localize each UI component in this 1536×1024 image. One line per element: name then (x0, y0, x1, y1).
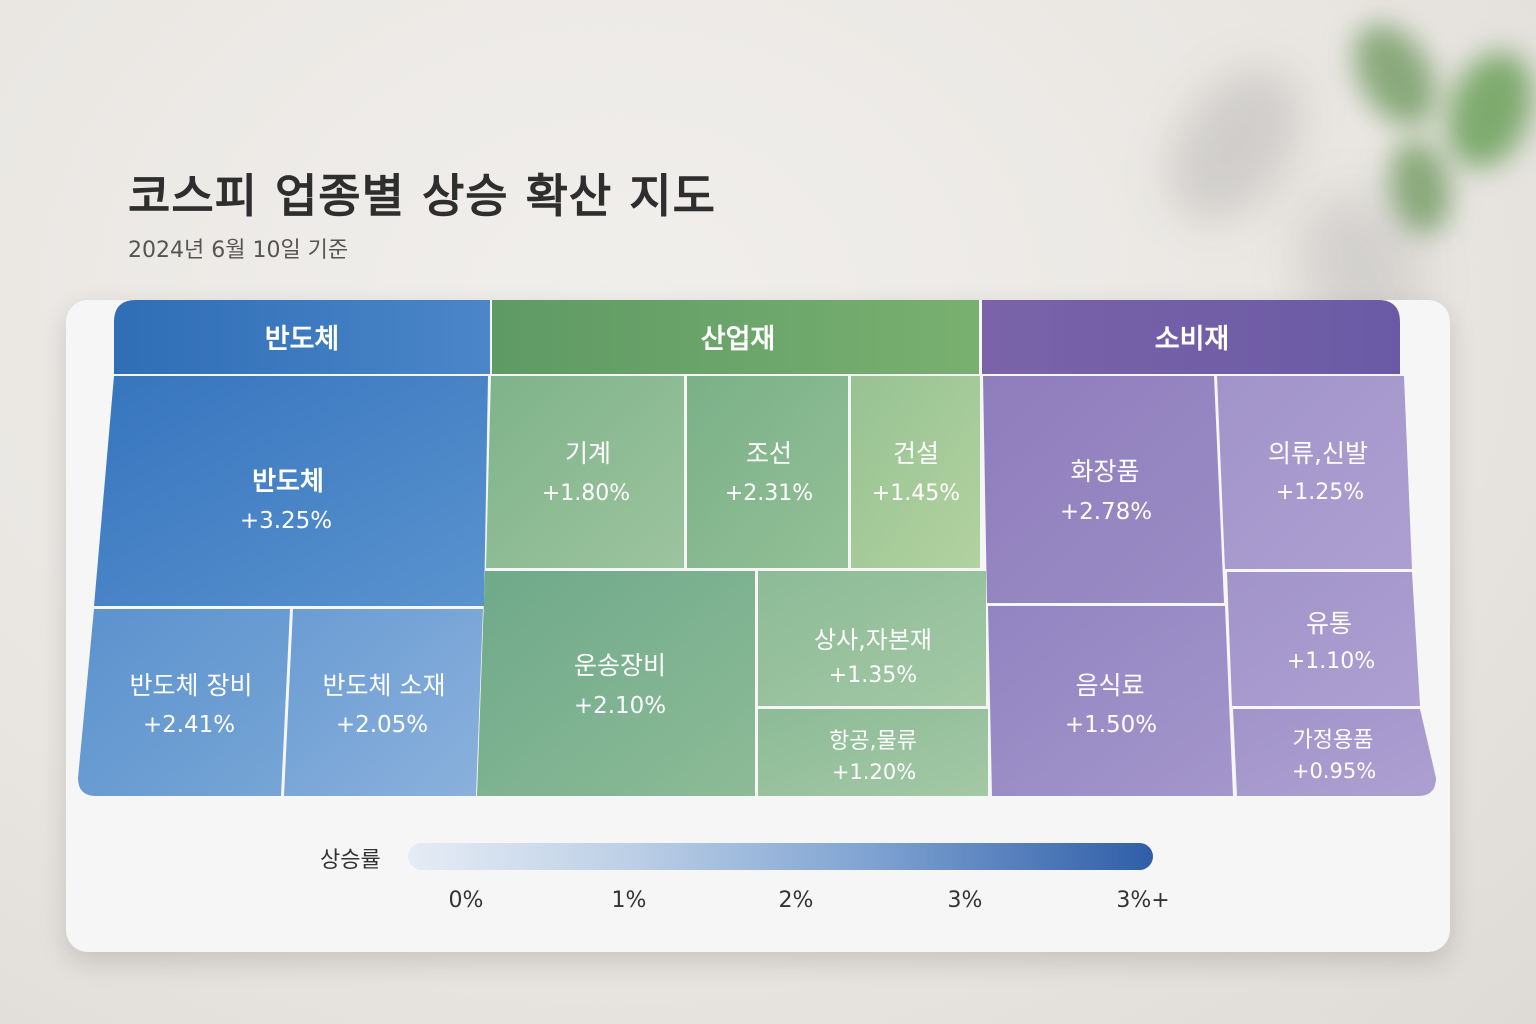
group-header-industrials: 산업재 (701, 324, 776, 355)
tile-value: +1.80% (542, 481, 630, 506)
tile-label: 항공,물류 (829, 729, 917, 754)
legend-color-scale (408, 843, 1153, 870)
tile-value: +1.45% (872, 481, 960, 506)
tile-food-beverage[interactable]: 음식료 +1.50% (988, 606, 1233, 796)
tile-cosmetics[interactable]: 화장품 +2.78% (983, 376, 1224, 603)
tile-value: +2.41% (143, 712, 235, 738)
tile-label: 반도체 소재 (323, 671, 446, 700)
tile-value: +2.05% (336, 712, 428, 738)
page-title: 코스피 업종별 상승 확산 지도 (128, 169, 716, 223)
tile-value: +1.10% (1287, 649, 1375, 674)
tile-shipbuilding[interactable]: 조선 +2.31% (687, 376, 848, 568)
legend-tick: 2% (778, 888, 814, 913)
tile-construction[interactable]: 건설 +1.45% (851, 376, 980, 568)
page-subtitle: 2024년 6월 10일 기준 (128, 238, 349, 263)
legend-tick: 0% (448, 888, 484, 913)
tile-label: 화장품 (1070, 457, 1139, 486)
tile-household-goods[interactable]: 가정용품 +0.95% (1233, 709, 1436, 796)
group-header-semiconductor: 반도체 (265, 324, 340, 355)
tile-label: 상사,자본재 (814, 626, 932, 654)
tile-value: +2.78% (1060, 499, 1152, 525)
tile-label: 음식료 (1075, 671, 1144, 700)
tile-semiconductor-materials[interactable]: 반도체 소재 +2.05% (284, 609, 483, 796)
tile-label: 건설 (893, 439, 939, 468)
tile-value: +1.20% (832, 760, 916, 784)
tile-label: 반도체 (252, 467, 324, 497)
tile-value: +0.95% (1292, 759, 1376, 783)
group-header-bg-industrials (492, 300, 979, 374)
tile-transport-equipment[interactable]: 운송장비 +2.10% (477, 571, 755, 796)
group-header-bg-consumer (982, 300, 1400, 374)
tile-label: 운송장비 (574, 651, 666, 680)
legend-label: 상승률 (320, 848, 381, 873)
tile-label: 가정용품 (1293, 728, 1374, 753)
tile-label: 기계 (565, 439, 611, 468)
legend-tick: 1% (611, 888, 647, 913)
tile-label: 유통 (1306, 609, 1352, 638)
tile-label: 조선 (746, 439, 792, 468)
tile-value: +1.50% (1065, 712, 1157, 738)
tile-trading-capital-goods[interactable]: 상사,자본재 +1.35% (758, 571, 986, 706)
group-header-consumer: 소비재 (1155, 324, 1230, 355)
tile-machinery[interactable]: 기계 +1.80% (486, 376, 684, 568)
tile-label: 의류,신발 (1268, 439, 1368, 468)
legend-tick: 3% (947, 888, 983, 913)
tile-value: +1.35% (829, 663, 917, 688)
tile-apparel-footwear[interactable]: 의류,신발 +1.25% (1217, 376, 1412, 569)
tile-semiconductor[interactable]: 반도체 +3.25% (94, 376, 488, 606)
legend-tick: 3%+ (1116, 888, 1170, 913)
tile-semiconductor-equipment[interactable]: 반도체 장비 +2.41% (78, 609, 290, 796)
group-header-bg-semiconductor (114, 300, 490, 374)
tile-value: +2.31% (725, 481, 813, 506)
tile-air-logistics[interactable]: 항공,물류 +1.20% (758, 709, 988, 796)
tile-value: +2.10% (574, 693, 666, 719)
tile-retail[interactable]: 유통 +1.10% (1227, 572, 1420, 706)
tile-value: +1.25% (1276, 480, 1364, 505)
tile-value: +3.25% (240, 508, 332, 534)
tile-label: 반도체 장비 (130, 671, 253, 700)
